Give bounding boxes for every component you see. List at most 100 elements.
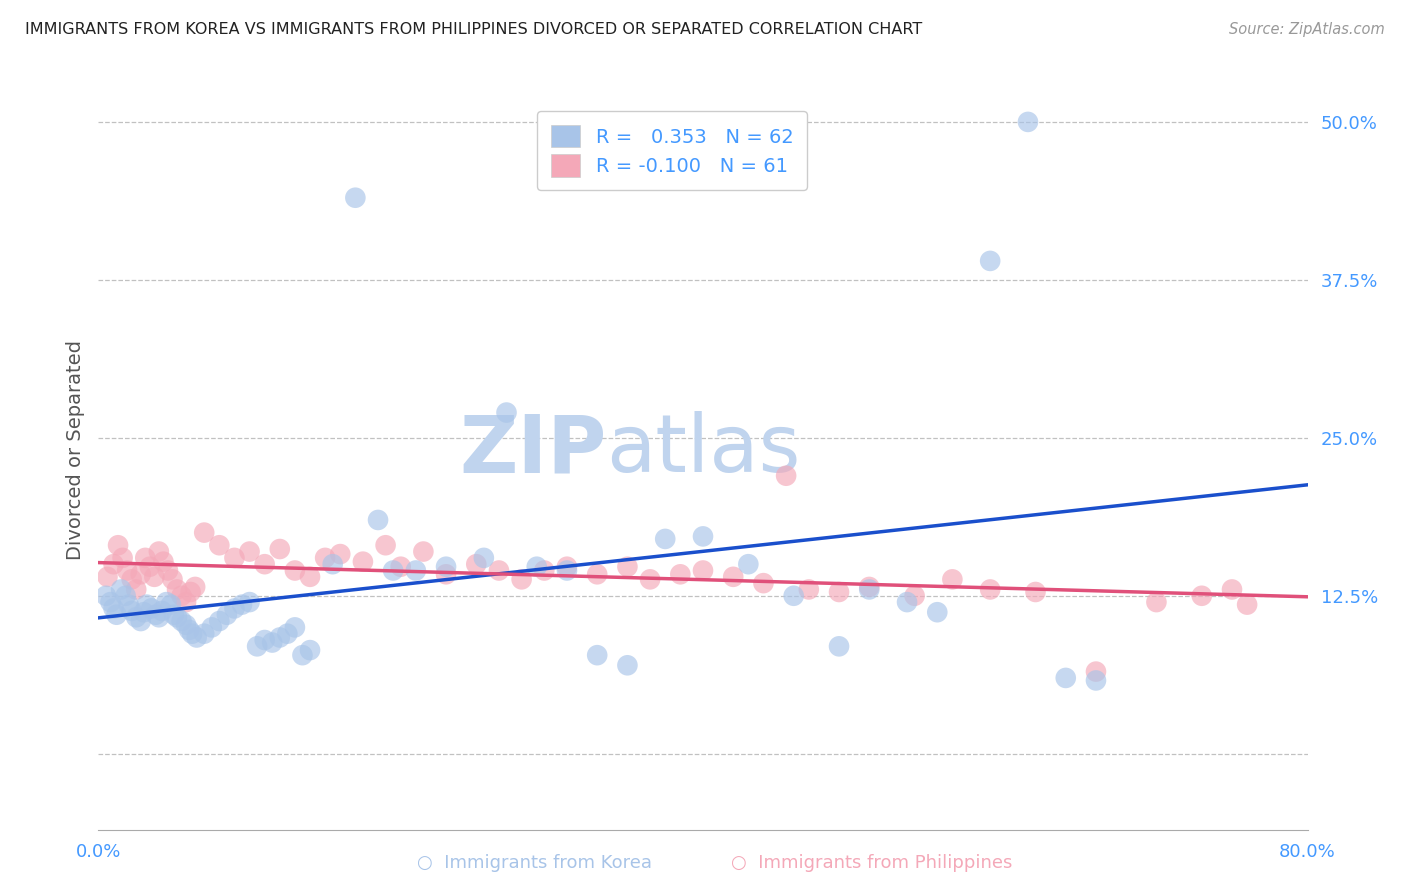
- Point: [344, 191, 367, 205]
- Point: [434, 567, 457, 582]
- Point: [239, 544, 262, 558]
- Point: [253, 557, 276, 572]
- Point: [654, 532, 676, 546]
- Point: [269, 631, 291, 645]
- Point: [927, 605, 949, 619]
- Point: [166, 582, 188, 597]
- Point: [555, 559, 578, 574]
- Point: [224, 550, 246, 565]
- Point: [150, 604, 173, 618]
- Point: [139, 559, 162, 574]
- Point: [692, 529, 714, 543]
- Point: [555, 564, 578, 578]
- Point: [103, 601, 125, 615]
- Point: [797, 582, 820, 597]
- Point: [253, 633, 276, 648]
- Point: [262, 635, 284, 649]
- Point: [134, 550, 156, 565]
- Point: [166, 610, 188, 624]
- Point: [163, 607, 186, 622]
- Point: [314, 550, 336, 565]
- Point: [405, 564, 427, 578]
- Point: [322, 557, 344, 572]
- Point: [941, 573, 963, 587]
- Point: [979, 254, 1001, 268]
- Point: [129, 567, 152, 582]
- Point: [616, 559, 638, 574]
- Point: [100, 595, 122, 609]
- Point: [382, 564, 405, 578]
- Point: [828, 585, 851, 599]
- Point: [1085, 673, 1108, 688]
- Point: [638, 573, 661, 587]
- Point: [193, 525, 215, 540]
- Point: [616, 658, 638, 673]
- Point: [170, 589, 193, 603]
- Point: [125, 610, 148, 624]
- Point: [299, 570, 322, 584]
- Point: [208, 614, 231, 628]
- Point: [246, 640, 269, 654]
- Point: [148, 610, 170, 624]
- Point: [105, 607, 128, 622]
- Point: [208, 538, 231, 552]
- Text: IMMIGRANTS FROM KOREA VS IMMIGRANTS FROM PHILIPPINES DIVORCED OR SEPARATED CORRE: IMMIGRANTS FROM KOREA VS IMMIGRANTS FROM…: [25, 22, 922, 37]
- Legend: R =   0.353   N = 62, R = -0.100   N = 61: R = 0.353 N = 62, R = -0.100 N = 61: [537, 112, 807, 190]
- Point: [904, 589, 927, 603]
- Point: [752, 576, 775, 591]
- Point: [1024, 585, 1046, 599]
- Text: atlas: atlas: [606, 411, 800, 490]
- Point: [1191, 589, 1213, 603]
- Point: [1085, 665, 1108, 679]
- Point: [1144, 595, 1167, 609]
- Point: [129, 614, 152, 628]
- Point: [291, 648, 314, 663]
- Point: [858, 582, 880, 597]
- Point: [299, 643, 322, 657]
- Point: [193, 626, 215, 640]
- Point: [488, 564, 510, 578]
- Text: Source: ZipAtlas.com: Source: ZipAtlas.com: [1229, 22, 1385, 37]
- Point: [329, 547, 352, 561]
- Text: ○  Immigrants from Korea: ○ Immigrants from Korea: [416, 855, 652, 872]
- Text: ○  Immigrants from Philippines: ○ Immigrants from Philippines: [731, 855, 1012, 872]
- Point: [162, 573, 184, 587]
- Point: [692, 564, 714, 578]
- Point: [224, 601, 246, 615]
- Point: [170, 614, 193, 628]
- Point: [412, 544, 434, 558]
- Point: [352, 555, 374, 569]
- Point: [107, 538, 129, 552]
- Point: [132, 605, 155, 619]
- Point: [374, 538, 396, 552]
- Point: [125, 582, 148, 597]
- Point: [723, 570, 745, 584]
- Point: [174, 595, 197, 609]
- Point: [215, 607, 238, 622]
- Point: [103, 557, 125, 572]
- Y-axis label: Divorced or Separated: Divorced or Separated: [66, 341, 84, 560]
- Point: [669, 567, 692, 582]
- Point: [118, 598, 141, 612]
- Point: [896, 595, 918, 609]
- Point: [1236, 598, 1258, 612]
- Point: [586, 567, 609, 582]
- Point: [465, 557, 488, 572]
- Point: [160, 598, 183, 612]
- Point: [510, 573, 533, 587]
- Point: [143, 570, 166, 584]
- Point: [434, 559, 457, 574]
- Point: [284, 564, 307, 578]
- Point: [184, 580, 207, 594]
- Point: [114, 589, 136, 603]
- Point: [367, 513, 389, 527]
- Point: [1220, 582, 1243, 597]
- Point: [135, 598, 157, 612]
- Point: [121, 604, 143, 618]
- Point: [111, 550, 134, 565]
- Point: [276, 626, 298, 640]
- Point: [828, 640, 851, 654]
- Point: [201, 620, 224, 634]
- Point: [979, 582, 1001, 597]
- Point: [141, 601, 163, 615]
